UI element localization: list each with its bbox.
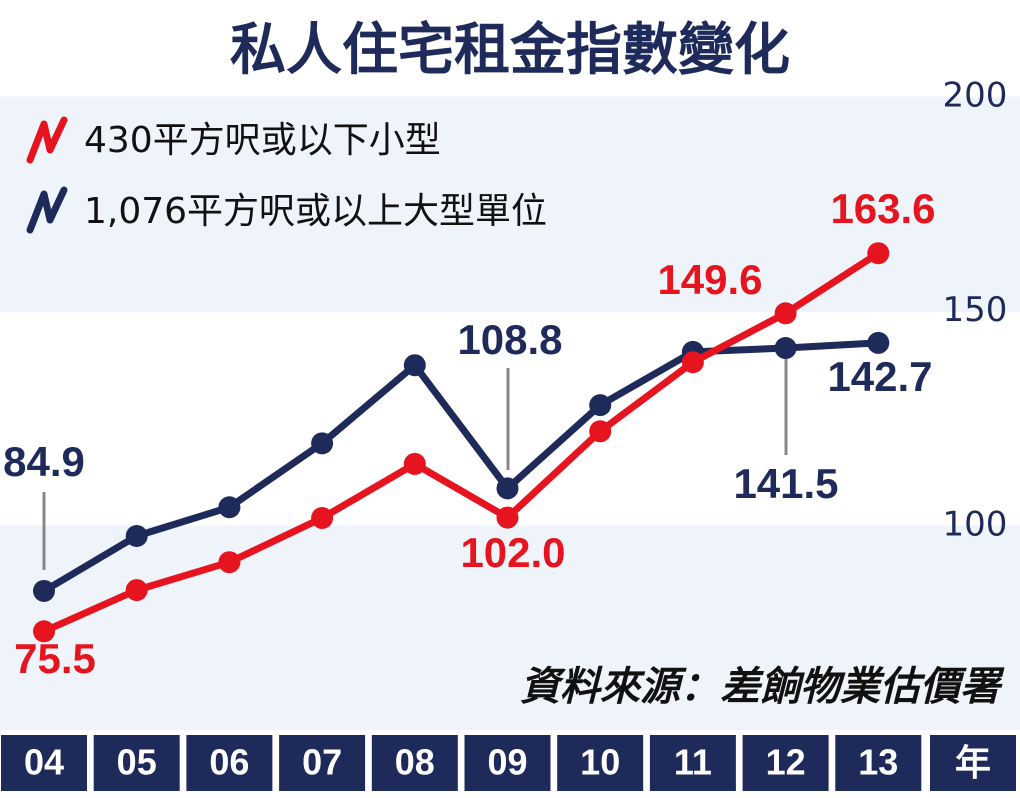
point (867, 331, 890, 354)
point (125, 579, 148, 602)
x-tick-box (464, 735, 551, 791)
x-tick-box (279, 735, 366, 791)
point (403, 452, 426, 475)
point (403, 354, 426, 377)
x-tick-box (835, 735, 922, 791)
point (311, 506, 334, 529)
legend-label: 430平方呎或以下小型 (84, 120, 441, 161)
x-tick-label: 13 (858, 742, 898, 783)
point (496, 506, 519, 529)
data-label: 102.0 (460, 529, 565, 576)
data-label: 142.7 (827, 353, 932, 400)
x-tick-box (1, 735, 87, 791)
legend-icon (26, 116, 68, 164)
point (218, 551, 241, 574)
x-tick-label: 09 (487, 742, 527, 783)
chart-title: 私人住宅租金指數變化 (230, 18, 790, 83)
point (218, 496, 241, 519)
point (867, 242, 890, 265)
grid-band (0, 97, 1020, 312)
point (681, 351, 704, 374)
legend-label: 1,076平方呎或以上大型單位 (84, 191, 547, 232)
y-tick-label: 200 (943, 76, 1008, 116)
plot: 100 150 200 04 05 06 07 08 09 10 11 12 13 84.9 108.8 14… (1, 76, 1008, 791)
x-tick-label: 12 (766, 742, 806, 783)
x-label-box (930, 735, 1016, 791)
data-label: 75.5 (14, 635, 96, 682)
data-label: 108.8 (457, 316, 562, 363)
point (311, 432, 334, 455)
data-label: 149.6 (657, 256, 762, 303)
point (33, 620, 55, 643)
x-tick-label: 04 (24, 742, 64, 783)
x-tick-box (557, 735, 644, 791)
x-tick-box (93, 735, 180, 791)
x-tick-box (371, 735, 458, 791)
point (496, 477, 519, 500)
x-tick-label: 06 (209, 742, 249, 783)
x-tick-box (649, 735, 736, 791)
data-label: 163.6 (830, 185, 935, 232)
x-tick-box (186, 735, 273, 791)
background-bands (0, 96, 1020, 730)
grid-band (0, 526, 1020, 730)
y-tick-label: 100 (943, 505, 1008, 545)
x-tick-box (742, 735, 829, 791)
data-label: 84.9 (3, 438, 85, 485)
x-tick-label: 05 (117, 742, 157, 783)
point (774, 302, 797, 325)
point (774, 337, 797, 360)
point (33, 579, 55, 602)
series-line (42, 339, 879, 594)
y-tick-label: 150 (943, 290, 1008, 330)
x-tick-label: 07 (302, 742, 342, 783)
series-line (42, 250, 881, 635)
data-label: 141.5 (733, 460, 838, 507)
x-tick-label: 11 (674, 742, 712, 783)
source-note: 資料來源：差餉物業估價署 (520, 663, 1005, 710)
x-tick-label: 10 (580, 742, 620, 783)
x-tick-label: 08 (395, 742, 435, 783)
point (589, 394, 612, 417)
point (125, 525, 148, 548)
point (589, 420, 612, 443)
x-axis-label: 年 (955, 743, 991, 784)
legend-icon (26, 186, 68, 234)
